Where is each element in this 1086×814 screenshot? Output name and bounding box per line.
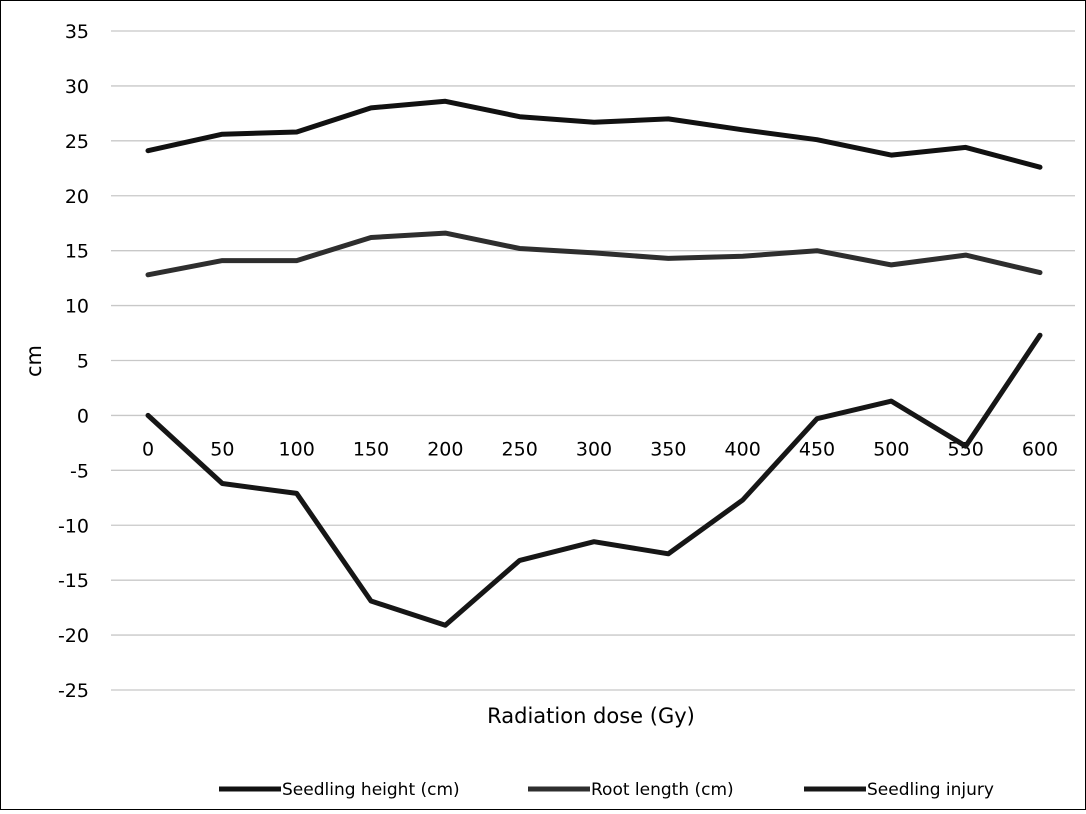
y-tick-label: 5 — [77, 351, 89, 373]
x-axis-title: Radiation dose (Gy) — [487, 704, 695, 728]
y-axis-ticks: 35 30 25 20 15 10 5 0 -5 -10 -15 -20 -25 — [58, 21, 89, 702]
y-tick-label: -20 — [58, 625, 89, 647]
x-tick-label: 50 — [210, 438, 234, 460]
series-lines — [145, 98, 1043, 628]
x-tick-label: 350 — [650, 438, 686, 460]
x-tick-label: 250 — [502, 438, 538, 460]
x-tick-label: 600 — [1022, 438, 1058, 460]
legend-label: Seedling injury — [867, 780, 994, 800]
y-tick-label: 35 — [65, 21, 89, 43]
x-tick-label: 550 — [948, 438, 984, 460]
gridlines — [111, 30, 1075, 691]
series-line-3 — [145, 332, 1043, 628]
x-tick-label: 0 — [142, 438, 154, 460]
x-axis-ticks: 0 50 100 150 200 250 300 350 400 450 500 550 600 — [142, 438, 1058, 460]
y-tick-label: 20 — [65, 186, 89, 208]
y-tick-label: -10 — [58, 515, 89, 537]
y-axis-title: cm — [22, 345, 46, 377]
y-tick-label: 10 — [65, 296, 89, 318]
x-tick-label: 150 — [353, 438, 389, 460]
series-line-1 — [145, 98, 1043, 170]
x-tick-label: 300 — [576, 438, 612, 460]
legend: Seedling height (cm) Root length (cm) Seed… — [219, 780, 994, 800]
legend-label: Seedling height (cm) — [282, 780, 460, 800]
y-tick-label: -5 — [70, 460, 89, 482]
x-tick-label: 450 — [799, 438, 835, 460]
y-tick-label: 30 — [65, 76, 89, 98]
x-tick-label: 500 — [873, 438, 909, 460]
legend-label: Root length (cm) — [591, 780, 734, 800]
y-tick-label: -15 — [58, 570, 89, 592]
y-tick-label: 0 — [77, 405, 89, 427]
y-tick-label: 15 — [65, 241, 89, 263]
x-tick-label: 400 — [725, 438, 761, 460]
y-tick-label: 25 — [65, 131, 89, 153]
x-tick-label: 200 — [427, 438, 463, 460]
series-line-2 — [145, 230, 1043, 278]
x-tick-label: 100 — [279, 438, 315, 460]
y-tick-label: -25 — [58, 680, 89, 702]
